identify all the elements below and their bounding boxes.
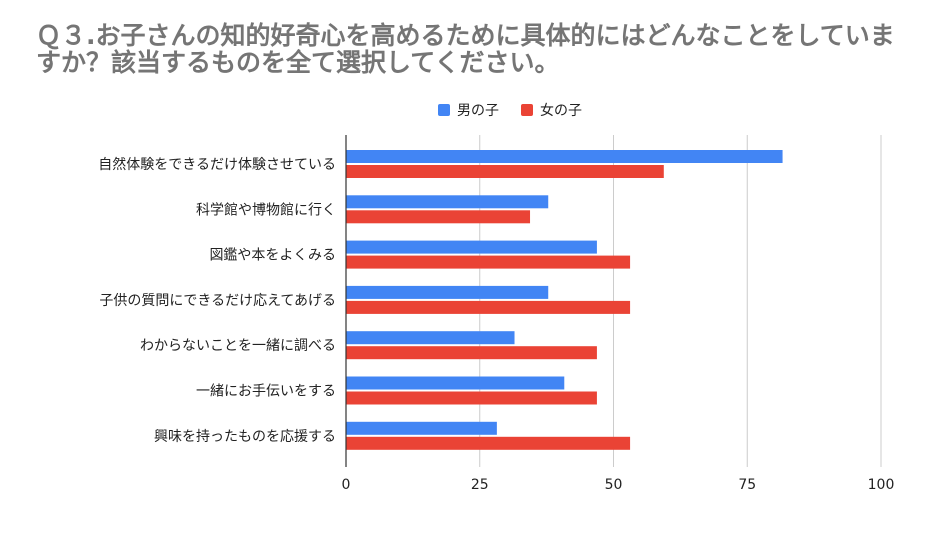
x-tick-label: 0 [342,477,351,493]
x-tick-label: 75 [738,477,756,493]
bar [346,376,565,390]
y-tick-label: 興味を持ったものを応援する [154,429,336,445]
bar [346,346,597,360]
chart-title: Ｑ３.お子さんの知的好奇心を高めるために具体的にはどんなことをしていますか？該当… [36,21,895,77]
legend-swatch-boys [438,104,450,116]
y-tick-label: 図鑑や本をよくみる [209,247,336,264]
legend-item-girls: 女の子 [521,100,582,120]
legend: 男の子 女の子 [0,100,950,120]
y-tick-label: 一緒にお手伝いをする [196,384,336,400]
legend-item-boys: 男の子 [438,100,499,120]
y-tick-label: 子供の質問にできるだけ応えてあげる [99,293,336,309]
y-tick-label: 自然体験をできるだけ体験させている [98,156,336,173]
bar [346,391,597,405]
bar [346,255,631,269]
x-tick-label: 50 [605,477,623,493]
bar [346,150,783,163]
legend-swatch-girls [521,104,533,116]
bar [346,195,549,209]
legend-label-girls: 女の子 [540,103,582,119]
bar [346,436,631,450]
bar [346,331,515,345]
legend-label-boys: 男の子 [457,103,499,119]
bar [346,210,531,224]
x-tick-label: 100 [868,477,895,493]
x-tick-label: 25 [471,477,489,493]
bar [346,240,597,254]
bar [346,165,664,178]
y-tick-label: わからないことを一緒に調べる [140,338,336,354]
bar [346,300,631,314]
bar [346,285,549,299]
y-tick-label: 科学館や博物館に行く [196,201,336,218]
bar [346,421,497,435]
